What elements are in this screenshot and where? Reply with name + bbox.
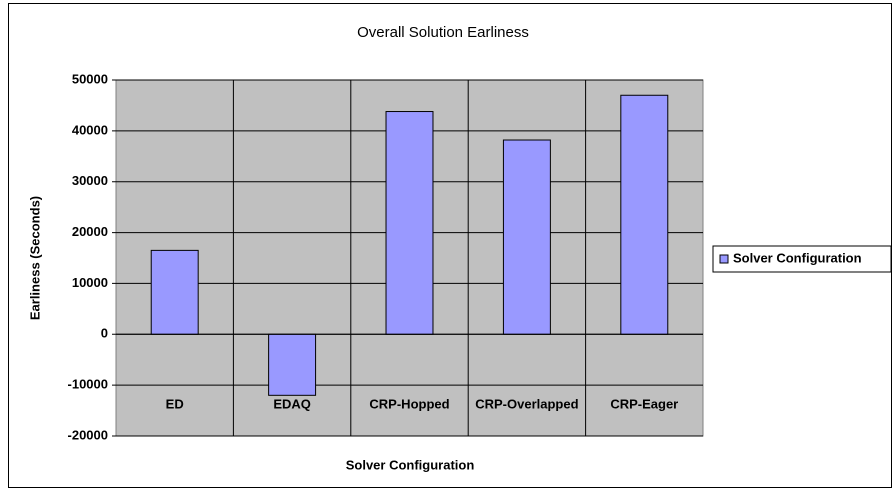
- y-tick-label: -20000: [68, 427, 108, 442]
- x-tick-label: CRP-Hopped: [369, 396, 449, 411]
- y-tick-label: 20000: [72, 224, 108, 239]
- y-tick-label: -10000: [68, 377, 108, 392]
- legend-box: [712, 245, 892, 273]
- legend-label: Solver Configuration: [733, 250, 862, 265]
- bar: [620, 94, 669, 335]
- y-tick-label: 40000: [72, 122, 108, 137]
- chart-title: Overall Solution Earliness: [357, 24, 529, 41]
- y-tick-label: 50000: [72, 71, 108, 86]
- y-tick-label: 0: [101, 326, 108, 341]
- bar: [502, 139, 551, 335]
- legend-swatch: [719, 254, 729, 264]
- bar: [385, 111, 434, 335]
- y-axis-label: Earliness (Seconds): [27, 196, 42, 320]
- x-axis-label: Solver Configuration: [346, 457, 475, 472]
- x-tick-label: ED: [166, 396, 184, 411]
- y-tick-label: 30000: [72, 173, 108, 188]
- bar: [268, 333, 317, 396]
- x-tick-label: EDAQ: [273, 396, 311, 411]
- x-tick-label: CRP-Overlapped: [475, 396, 578, 411]
- y-tick-label: 10000: [72, 275, 108, 290]
- x-tick-label: CRP-Eager: [610, 396, 678, 411]
- bar: [150, 249, 199, 335]
